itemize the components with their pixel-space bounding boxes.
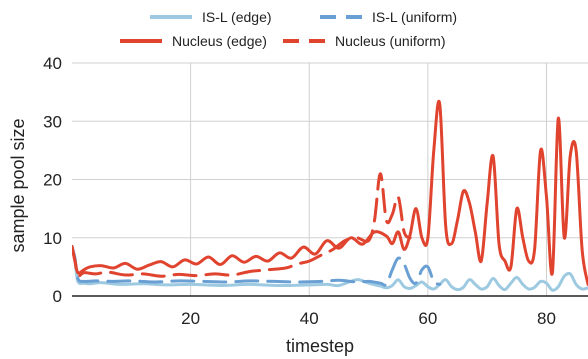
y-tick-label: 30 [43, 112, 62, 131]
y-tick-label: 10 [43, 229, 62, 248]
y-tick-label: 0 [53, 287, 62, 306]
x-tick-label: 20 [181, 309, 200, 328]
legend-item-2: IS-L (uniform) [320, 9, 457, 25]
series-line-2 [72, 245, 442, 287]
legend-label: IS-L (uniform) [372, 9, 457, 25]
series-line-1 [72, 245, 588, 292]
series-group [72, 99, 588, 292]
series-line-4 [72, 172, 412, 278]
legend: IS-L (edge) IS-L (uniform) Nucleus (edge) N… [120, 9, 457, 49]
legend-label: Nucleus (uniform) [335, 33, 445, 49]
legend-item-1: IS-L (edge) [150, 9, 272, 25]
legend-label: IS-L (edge) [202, 9, 272, 25]
x-tick-label: 40 [300, 309, 319, 328]
x-axis-ticks: 20 40 60 80 [181, 309, 556, 328]
legend-item-4: Nucleus (uniform) [283, 33, 445, 49]
y-axis-ticks: 0 10 20 30 40 [43, 54, 62, 306]
x-axis-title: timestep [286, 336, 354, 356]
legend-item-3: Nucleus (edge) [120, 33, 267, 49]
y-axis-title: sample pool size [8, 118, 28, 252]
x-tick-label: 60 [418, 309, 437, 328]
grid-lines [72, 62, 588, 296]
x-tick-label: 80 [537, 309, 556, 328]
y-tick-label: 20 [43, 171, 62, 190]
legend-label: Nucleus (edge) [172, 33, 267, 49]
y-tick-label: 40 [43, 54, 62, 73]
series-line-3 [72, 99, 588, 286]
